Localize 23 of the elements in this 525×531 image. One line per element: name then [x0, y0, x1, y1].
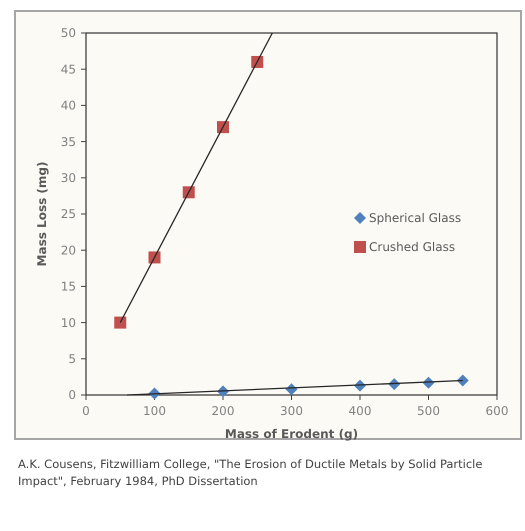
y-tick-label: 10: [60, 316, 76, 330]
x-tick-label: 600: [486, 404, 508, 418]
x-tick-label: 300: [280, 404, 303, 418]
y-tick-label: 40: [60, 98, 76, 113]
x-tick-label: 200: [212, 404, 234, 418]
x-tick-label: 400: [348, 404, 372, 418]
y-tick-label: 20: [60, 243, 76, 258]
y-tick-label: 0: [68, 388, 76, 402]
y-tick-label: 50: [60, 26, 76, 40]
y-axis-title: Mass Loss (mg): [35, 162, 49, 266]
y-tick-label: 25: [60, 207, 76, 222]
y-tick-label: 35: [60, 134, 76, 149]
x-tick-label: 0: [82, 404, 90, 418]
y-tick-label: 30: [60, 171, 76, 185]
y-tick-label: 45: [60, 62, 76, 76]
legend-label: Spherical Glass: [369, 211, 462, 226]
y-tick-label: 5: [68, 352, 76, 366]
y-tick-label: 15: [60, 280, 76, 294]
x-tick-label: 500: [417, 404, 440, 418]
x-axis-title: Mass of Erodent (g): [224, 427, 358, 441]
x-tick-label: 100: [143, 404, 166, 418]
legend-label: Crushed Glass: [369, 240, 456, 254]
text: A.K. Cousens, Fitzwilliam College, "The Erosion of Ductile Metals by Solid Particle Impact", February 1984, PhD Dissertation: [18, 456, 484, 490]
